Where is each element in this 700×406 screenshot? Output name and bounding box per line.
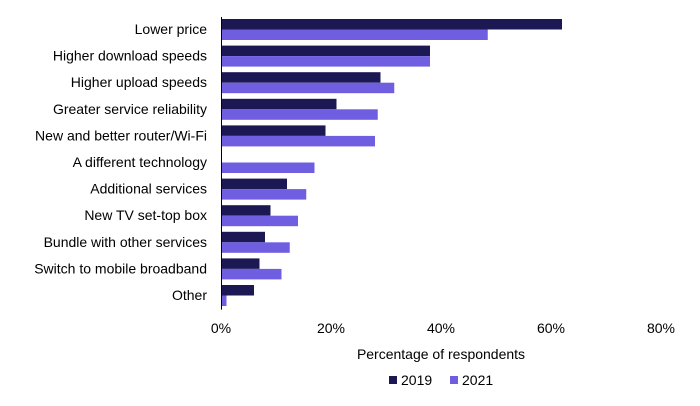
bar-2021-lower-price: [221, 29, 488, 40]
bar-2019-additional-services: [221, 178, 287, 190]
bar-2019-higher-upload-speeds: [221, 72, 381, 83]
bar-2021-new-tv-set-top-box: [221, 215, 298, 227]
bar-2019-other: [221, 285, 254, 296]
category-label-additional-services: Additional services: [90, 181, 207, 197]
category-label-new-and-better-router-wi-fi: New and better router/Wi-Fi: [35, 127, 207, 143]
category-label-bundle-with-other-services: Bundle with other services: [44, 234, 207, 250]
bar-2019-lower-price: [221, 19, 562, 30]
category-label-new-tv-set-top-box: New TV set-top box: [84, 207, 207, 223]
x-tick-labels: 0% 20% 40% 60% 80%: [211, 320, 675, 336]
bar-2021-bundle-with-other-services: [221, 242, 290, 253]
bar-2019-bundle-with-other-services: [221, 231, 265, 243]
bar-2021-other: [221, 295, 227, 306]
bar-2021-higher-download-speeds: [221, 56, 430, 67]
category-label-switch-to-mobile-broadband: Switch to mobile broadband: [34, 260, 207, 276]
category-label-other: Other: [172, 287, 207, 303]
category-label-a-different-technology: A different technology: [73, 154, 207, 170]
bar-2021-a-different-technology: [221, 162, 315, 173]
legend: 2019 2021: [389, 372, 493, 388]
category-label-higher-download-speeds: Higher download speeds: [53, 48, 207, 64]
legend-label-2019: 2019: [401, 372, 432, 388]
category-labels: Lower price Higher download speeds Higher …: [34, 21, 207, 303]
category-label-higher-upload-speeds: Higher upload speeds: [71, 74, 207, 90]
bar-2021-additional-services: [221, 189, 307, 200]
bar-2021-new-and-better-router-wi-fi: [221, 135, 375, 147]
bar-2019-new-tv-set-top-box: [221, 205, 271, 216]
bar-2021-switch-to-mobile-broadband: [221, 268, 282, 280]
x-tick-label-80: 80%: [647, 320, 675, 336]
category-label-greater-service-reliability: Greater service reliability: [53, 101, 207, 117]
legend-label-2021: 2021: [462, 372, 493, 388]
bar-2019-greater-service-reliability: [221, 98, 337, 110]
x-tick-label-60: 60%: [537, 320, 565, 336]
x-tick-label-40: 40%: [427, 320, 455, 336]
category-label-lower-price: Lower price: [135, 21, 208, 37]
bar-2019-new-and-better-router-wi-fi: [221, 125, 326, 136]
bar-2021-greater-service-reliability: [221, 109, 378, 120]
bar-2019-higher-download-speeds: [221, 45, 430, 57]
x-axis-title: Percentage of respondents: [357, 346, 525, 362]
x-tick-label-20: 20%: [317, 320, 345, 336]
bars: [221, 19, 562, 306]
legend-swatch-2019: [389, 376, 397, 384]
legend-swatch-2021: [450, 376, 458, 384]
x-tick-label-0: 0%: [211, 320, 231, 336]
bar-2019-switch-to-mobile-broadband: [221, 258, 260, 269]
bar-2021-higher-upload-speeds: [221, 82, 395, 94]
